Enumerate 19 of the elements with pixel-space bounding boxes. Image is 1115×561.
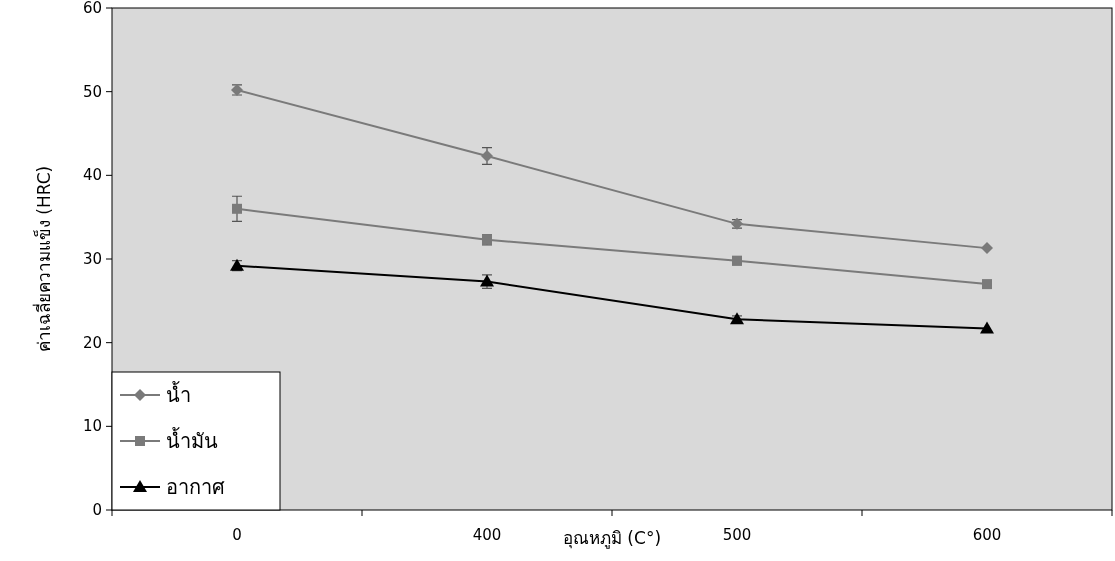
x-tick-label: 500 bbox=[722, 526, 752, 544]
y-tick-label: 60 bbox=[82, 0, 102, 17]
y-tick-label: 30 bbox=[82, 250, 102, 268]
x-tick-label: 0 bbox=[232, 526, 242, 544]
legend-label: น้ำ bbox=[166, 381, 191, 407]
x-axis-title: อุณหภูมิ (C°) bbox=[562, 528, 662, 549]
y-tick-label: 10 bbox=[82, 417, 102, 436]
y-tick-label: 50 bbox=[82, 82, 102, 101]
legend-label: อากาศ bbox=[166, 475, 225, 499]
point bbox=[982, 279, 992, 290]
y-tick-label: 40 bbox=[82, 166, 102, 185]
point bbox=[981, 242, 993, 255]
legend-label: น้ำมัน bbox=[166, 427, 218, 453]
y-tick-label: 0 bbox=[92, 501, 102, 519]
point bbox=[232, 203, 242, 214]
x-tick-label: 600 bbox=[972, 526, 1002, 544]
y-axis-title: ค่าเฉลี่ยความแข็ง (HRC) bbox=[32, 165, 54, 353]
x-tick-label: 400 bbox=[472, 526, 502, 544]
y-tick-label: 20 bbox=[82, 333, 102, 352]
